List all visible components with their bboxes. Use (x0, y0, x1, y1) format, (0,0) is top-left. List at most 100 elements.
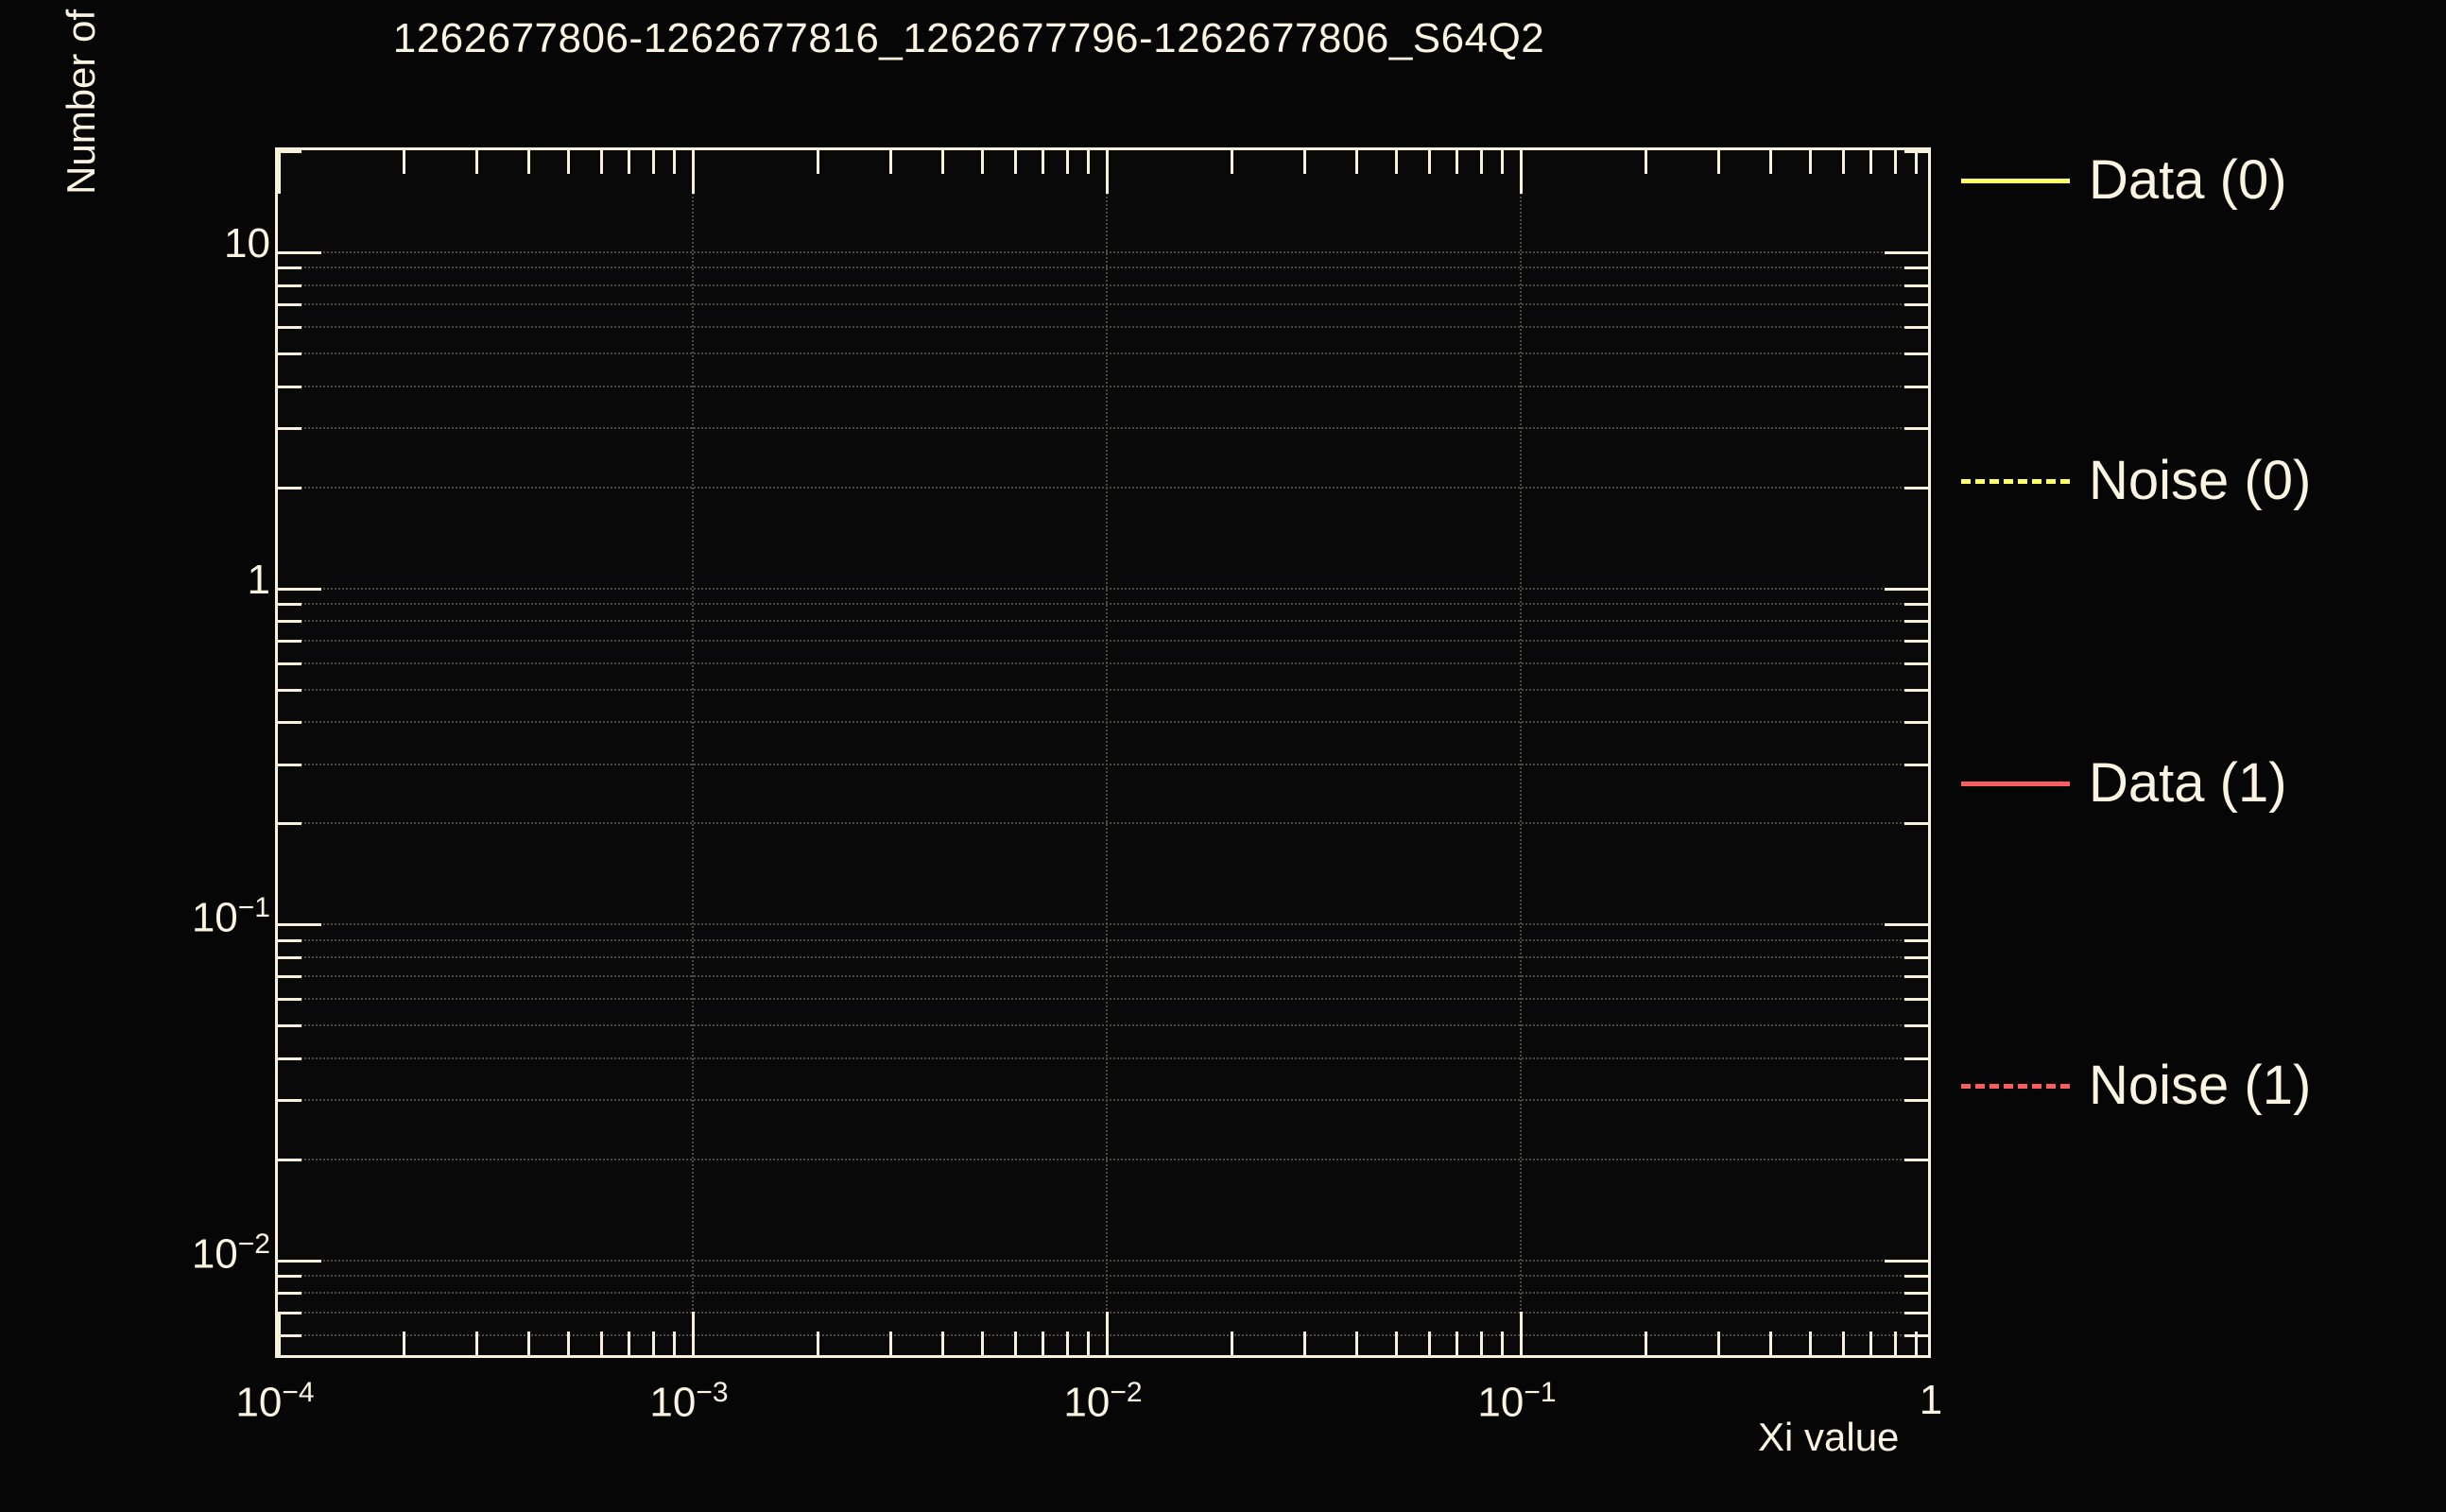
x-axis-tick (1302, 150, 1306, 174)
grid-line-horizontal (278, 662, 1928, 664)
x-axis-tick (1013, 1332, 1017, 1355)
grid-line-horizontal (278, 587, 1928, 590)
legend-item-data-1[interactable]: Data (1) (1961, 750, 2287, 816)
y-axis-tick (278, 763, 301, 766)
x-axis-tick (278, 150, 281, 194)
x-axis-tick (1869, 1332, 1873, 1355)
y-axis-tick (1904, 1099, 1928, 1103)
legend-line-swatch-icon (1961, 178, 2070, 183)
legend-item-label: Noise (0) (2089, 450, 2312, 511)
x-axis-tick (402, 1332, 405, 1355)
x-axis-tick (474, 150, 478, 174)
legend-line-swatch-icon (1961, 1083, 2070, 1089)
y-axis-tick (1904, 955, 1928, 959)
y-axis-tick (278, 620, 301, 624)
legend-line-swatch-icon (1961, 781, 2070, 786)
grid-line-horizontal (278, 251, 1928, 254)
x-axis-tick (402, 150, 405, 174)
grid-line-horizontal (278, 427, 1928, 429)
x-tick-label: 1 (1919, 1377, 1943, 1423)
x-axis-tick (1500, 150, 1504, 174)
x-axis-tick (1106, 1312, 1109, 1355)
y-axis-title: Number of events (59, 0, 103, 195)
x-axis-tick (1065, 1332, 1069, 1355)
y-axis-tick (278, 1292, 301, 1296)
x-axis-tick (1869, 150, 1873, 174)
grid-line-horizontal (278, 639, 1928, 642)
grid-line-horizontal (278, 1312, 1928, 1314)
y-axis-tick (278, 150, 301, 153)
y-tick-label: 1 (247, 556, 270, 603)
grid-line-horizontal (278, 1333, 1928, 1336)
y-axis-tick (1904, 1275, 1928, 1279)
x-axis-tick (526, 1332, 530, 1355)
x-axis-tick (888, 1332, 892, 1355)
y-axis-tick (1904, 303, 1928, 307)
y-axis-tick (1904, 721, 1928, 725)
legend-item-noise-1[interactable]: Noise (1) (1961, 1053, 2311, 1119)
x-axis-tick (1520, 1312, 1523, 1355)
y-axis-tick (1904, 1057, 1928, 1060)
y-axis-tick (278, 998, 301, 1002)
grid-line-horizontal (278, 1275, 1928, 1278)
grid-line-horizontal (278, 998, 1928, 1001)
x-axis-tick (1395, 150, 1399, 174)
x-axis-tick (1230, 150, 1233, 174)
x-axis-tick (692, 150, 695, 194)
y-axis-tick (1904, 602, 1928, 606)
legend-item-noise-0[interactable]: Noise (0) (1961, 448, 2311, 514)
y-axis-tick (278, 486, 301, 490)
y-axis-tick (278, 1057, 301, 1060)
x-axis-tick (672, 1332, 676, 1355)
x-axis-tick (599, 150, 603, 174)
y-axis-tick (1885, 1259, 1928, 1263)
grid-line-horizontal (278, 266, 1928, 269)
grid-line-horizontal (278, 688, 1928, 691)
grid-line-horizontal (278, 721, 1928, 724)
grid-line-horizontal (278, 620, 1928, 623)
legend-item-data-0[interactable]: Data (0) (1961, 147, 2287, 214)
x-tick-label: 10−3 (649, 1377, 729, 1426)
y-axis-tick (1885, 251, 1928, 255)
x-axis-tick (1841, 1332, 1845, 1355)
y-axis-tick (1904, 998, 1928, 1002)
x-axis-tick (567, 150, 571, 174)
x-axis-tick (1841, 150, 1845, 174)
y-axis-tick (278, 822, 301, 826)
grid-line-horizontal (278, 1259, 1928, 1262)
x-axis-tick (1644, 1332, 1647, 1355)
y-axis-tick (278, 1158, 301, 1161)
y-axis-tick (1904, 284, 1928, 287)
y-tick-label: 10 (224, 220, 270, 267)
x-axis-tick (651, 1332, 655, 1355)
y-axis-tick (1885, 587, 1928, 591)
x-axis-tick (1716, 1332, 1720, 1355)
y-axis-tick (1904, 688, 1928, 692)
x-axis-tick (1500, 1332, 1504, 1355)
x-axis-tick (1479, 150, 1483, 174)
grid-line-horizontal (278, 1099, 1928, 1102)
x-axis-tick (1520, 150, 1523, 194)
x-axis-tick (1644, 150, 1647, 174)
x-axis-tick (1427, 1332, 1431, 1355)
y-axis-tick (1904, 975, 1928, 979)
legend-item-label: Noise (1) (2089, 1055, 2312, 1116)
y-tick-label: 10−1 (191, 892, 270, 941)
grid-line-horizontal (278, 303, 1928, 306)
grid-line-horizontal (278, 602, 1928, 605)
x-axis-tick (1042, 1332, 1045, 1355)
y-axis-tick (278, 1259, 321, 1263)
y-axis-tick (278, 303, 301, 307)
y-axis-tick (278, 1024, 301, 1028)
grid-line-vertical (1106, 150, 1108, 1355)
x-tick-label: 10−1 (1477, 1377, 1557, 1426)
y-axis-tick (278, 1333, 301, 1337)
grid-line-horizontal (278, 763, 1928, 765)
y-axis-tick (1904, 1024, 1928, 1028)
grid-line-horizontal (278, 1057, 1928, 1059)
x-axis-tick (1809, 1332, 1813, 1355)
x-axis-tick (1354, 150, 1358, 174)
x-axis-tick (599, 1332, 603, 1355)
grid-line-horizontal (278, 1158, 1928, 1160)
y-axis-tick (1904, 427, 1928, 430)
